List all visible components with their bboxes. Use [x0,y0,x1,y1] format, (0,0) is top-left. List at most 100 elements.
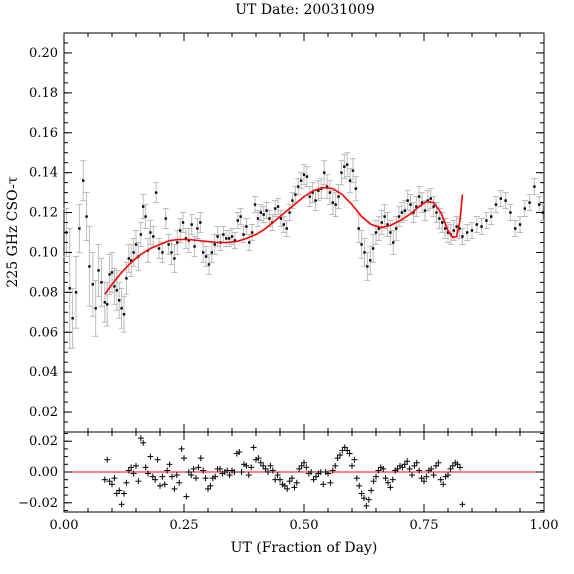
tau-point [528,201,531,204]
residual-point [401,461,408,468]
tau-point [346,163,349,166]
y-tick-label: −0.02 [18,496,58,511]
tau-point [82,179,85,182]
residual-point [406,465,413,472]
residual-point [387,484,394,491]
tau-point [236,219,239,222]
residual-point [193,475,199,482]
tau-point [204,255,208,258]
tau-point [176,241,179,244]
residual-point [255,455,262,462]
tau-point [371,247,375,250]
residual-point [265,469,271,475]
tau-point [403,209,406,212]
tau-point [432,205,435,208]
tau-point [297,185,300,188]
residual-point [149,473,156,480]
tau-point [274,207,277,210]
tau-point [94,307,97,310]
tau-point [239,215,242,218]
residual-point [169,473,175,480]
tau-point [490,215,493,218]
y-tick-label: 0.18 [29,86,58,101]
residual-point [106,478,113,485]
tau-point [250,231,254,234]
tau-point [504,199,507,202]
tau-point [389,231,392,234]
residual-point [135,478,142,485]
tau-point [71,317,74,320]
residual-point [245,472,252,479]
residual-points [101,435,466,509]
tau-point [187,239,190,242]
residual-point [176,479,183,486]
x-tick-label: 0.75 [410,518,439,533]
residual-point [368,487,375,494]
tau-point [499,197,502,200]
residual-point [365,496,372,503]
tau-point [354,187,358,190]
residual-point [142,464,149,471]
residual-point [418,475,425,482]
residual-point [454,461,461,468]
residual-point [356,482,363,489]
residual-point [363,502,370,509]
chart-title: UT Date: 20031009 [235,2,375,18]
tau-point [514,227,517,230]
residual-point [137,435,144,442]
residual-point [349,462,355,469]
residual-point [411,462,418,469]
x-tick-label: 0.25 [170,518,199,533]
tau-point [230,235,234,238]
y-axis-label: 225 GHz CSO-τ [5,176,21,287]
residual-point [308,469,315,475]
tau-point [366,265,369,268]
tau-point [202,251,205,254]
tau-point [115,289,118,292]
tau-point [418,195,421,198]
tau-point [170,251,173,254]
residual-point [243,462,250,469]
tau-point [207,263,211,266]
residual-point [416,467,423,474]
residual-point [109,481,115,488]
tau-point [127,257,130,260]
tau-point [178,229,182,232]
residual-point [154,456,161,463]
residual-point [284,485,291,492]
residual-point [195,464,202,471]
tau-point [509,211,512,214]
main-x-ticks [63,33,545,432]
tau-point [334,203,337,206]
tau-point [167,243,170,246]
tau-point [443,227,447,230]
residual-point [375,467,382,474]
residual-point [236,449,243,455]
residual-point [207,482,214,489]
tau-point [161,251,164,254]
residual-point [125,467,132,474]
residual-point [190,465,197,472]
residual-point [183,493,190,500]
tau-point [374,231,378,234]
residual-point [185,469,192,475]
residual-point [116,487,123,494]
residual-point [104,456,111,463]
residual-point [353,475,360,482]
tau-point [213,243,216,246]
residual-point [298,462,305,469]
tau-point [288,211,291,214]
residual-point [188,472,195,479]
y-tick-label: 0.08 [29,285,58,300]
residual-point [389,476,396,483]
residual-point [291,484,298,491]
residual-point [385,479,391,486]
tau-point [196,227,199,230]
tau-point [461,235,464,238]
tau-point [78,227,81,230]
x-axis-label: UT (Fraction of Day) [231,540,378,556]
residual-point [205,485,211,492]
tau-point [485,219,488,222]
residual-point [111,475,118,482]
